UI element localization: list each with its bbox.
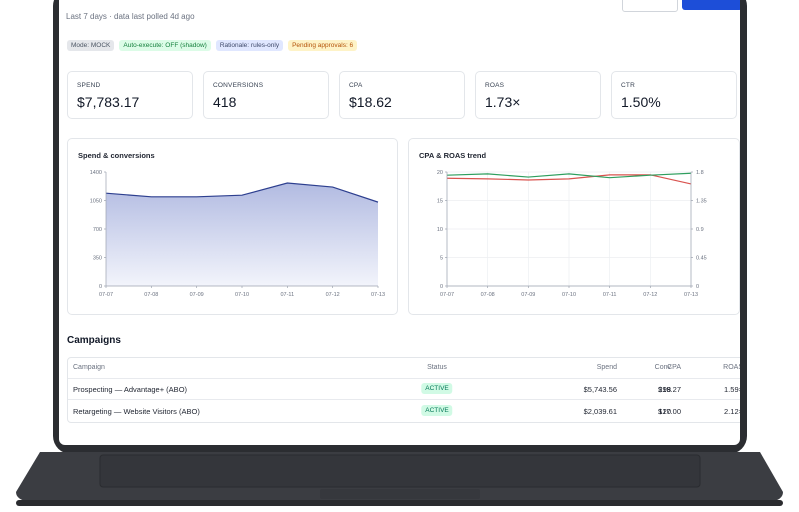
kpi-label: ROAS bbox=[485, 82, 505, 89]
x-tick-label: 07-07 bbox=[440, 292, 454, 298]
x-tick-label: 07-13 bbox=[371, 292, 385, 298]
x-tick-label: 07-09 bbox=[521, 292, 535, 298]
table-cell: 2.12× bbox=[724, 407, 740, 416]
x-tick-label: 07-12 bbox=[643, 292, 657, 298]
x-tick-label: 07-08 bbox=[481, 292, 495, 298]
column-header: ROAS bbox=[723, 364, 740, 371]
area bbox=[106, 182, 378, 286]
y-tick-label: 0 bbox=[99, 284, 102, 290]
x-tick-label: 07-13 bbox=[684, 292, 698, 298]
kpi-card: CTR 1.50% bbox=[611, 71, 737, 119]
trackpad bbox=[320, 489, 480, 499]
table-row: Prospecting — Advantage+ (ABO) ACTIVE $5,7… bbox=[68, 379, 740, 400]
table-cell: Retargeting — Website Visitors (ABO) bbox=[73, 407, 200, 416]
y-tick-label: 0 bbox=[440, 284, 443, 290]
table-cell: $5,743.56 bbox=[583, 385, 617, 394]
kpi-label: CPA bbox=[349, 82, 363, 89]
kpi-value: 1.73× bbox=[485, 94, 521, 110]
status-pill: ACTIVE bbox=[421, 383, 453, 394]
y2-tick-label: 0.45 bbox=[696, 256, 707, 262]
y2-tick-label: 0 bbox=[696, 284, 699, 290]
badge: Mode: MOCK bbox=[67, 40, 115, 51]
chart-panel: Spend & conversions 0 350 700 1050 1400 07-07 0… bbox=[67, 138, 398, 315]
column-header: CPA bbox=[667, 364, 681, 371]
kpi-label: SPEND bbox=[77, 82, 101, 89]
table-cell: 298 bbox=[658, 385, 671, 394]
y2-tick-label: 1.35 bbox=[696, 199, 707, 205]
button[interactable] bbox=[622, 0, 678, 12]
x-tick-label: 07-08 bbox=[144, 292, 158, 298]
line bbox=[105, 182, 379, 203]
kpi-value: $18.62 bbox=[349, 94, 392, 110]
column-header: Spend bbox=[596, 364, 617, 371]
subtitle: Last 7 days · data last polled 4d ago bbox=[66, 12, 195, 21]
table-cell: $2,039.61 bbox=[583, 407, 617, 416]
column-header: Campaign bbox=[73, 364, 105, 371]
kpi-card: SPEND $7,783.17 bbox=[67, 71, 193, 119]
y2-tick-label: 0.9 bbox=[696, 227, 704, 233]
button[interactable] bbox=[682, 0, 740, 10]
badges: Mode: MOCK Auto-execute: OFF (shadow) Ra… bbox=[67, 40, 358, 51]
x-tick-label: 07-12 bbox=[326, 292, 340, 298]
table-row: Retargeting — Website Visitors (ABO) ACTI… bbox=[68, 401, 740, 422]
x-tick-label: 07-07 bbox=[99, 292, 113, 298]
kpi-card: CONVERSIONS 418 bbox=[203, 71, 329, 119]
y2-tick-label: 1.8 bbox=[696, 170, 704, 176]
kpi-label: CTR bbox=[621, 82, 635, 89]
x-tick-label: 07-10 bbox=[235, 292, 249, 298]
chart-title: CPA & ROAS trend bbox=[419, 151, 487, 160]
table-cell: 1.59× bbox=[724, 385, 740, 394]
y-tick-label: 20 bbox=[437, 170, 443, 176]
x-tick-label: 07-11 bbox=[280, 292, 294, 298]
badge: Auto-execute: OFF (shadow) bbox=[119, 40, 211, 51]
badge: Pending approvals: 6 bbox=[288, 40, 358, 51]
status-pill: ACTIVE bbox=[421, 405, 453, 416]
line bbox=[446, 172, 692, 179]
screen: Last 7 days · data last polled 4d ago Mo… bbox=[59, 0, 740, 445]
x-tick-label: 07-09 bbox=[190, 292, 204, 298]
kpi-value: $7,783.17 bbox=[77, 94, 140, 110]
y-tick-label: 700 bbox=[93, 227, 102, 233]
chart-panel: CPA & ROAS trend 0 5 10 15 20 0 0.45 0.9 1.35 1.8 0… bbox=[408, 138, 740, 315]
kpi-value: 418 bbox=[213, 94, 237, 110]
base-edge bbox=[16, 500, 783, 506]
table-cell: $17.00 bbox=[658, 407, 681, 416]
y-tick-label: 1050 bbox=[90, 199, 102, 205]
y-tick-label: 1400 bbox=[90, 170, 102, 176]
x-tick-label: 07-10 bbox=[562, 292, 576, 298]
kpi-card: CPA $18.62 bbox=[339, 71, 465, 119]
y-tick-label: 15 bbox=[437, 199, 443, 205]
section-title: Campaigns bbox=[67, 335, 121, 346]
chart-title: Spend & conversions bbox=[78, 151, 155, 160]
y-tick-label: 10 bbox=[437, 227, 443, 233]
kpi-card: ROAS 1.73× bbox=[475, 71, 601, 119]
y-tick-label: 5 bbox=[440, 256, 443, 262]
kpi-value: 1.50% bbox=[621, 94, 661, 110]
column-header: Status bbox=[427, 364, 447, 371]
chart: Spend & conversions 0 350 700 1050 1400 07-07 0… bbox=[78, 151, 385, 298]
table-cell: 120 bbox=[658, 407, 671, 416]
kpi-label: CONVERSIONS bbox=[213, 82, 264, 89]
column-header: Conv bbox=[654, 364, 671, 371]
y-tick-label: 350 bbox=[93, 256, 102, 262]
x-tick-label: 07-11 bbox=[603, 292, 617, 298]
badge: Rationale: rules-only bbox=[215, 40, 284, 51]
chart: CPA & ROAS trend 0 5 10 15 20 0 0.45 0.9 1.35 1.8 0… bbox=[419, 151, 707, 298]
table-cell: Prospecting — Advantage+ (ABO) bbox=[73, 385, 188, 394]
table-cell: $19.27 bbox=[658, 385, 681, 394]
keyboard bbox=[99, 454, 701, 488]
